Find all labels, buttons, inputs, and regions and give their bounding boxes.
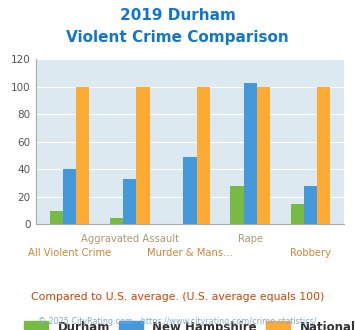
- Bar: [136, 87, 149, 224]
- Bar: [257, 87, 270, 224]
- Bar: [76, 87, 89, 224]
- Legend: Durham, New Hampshire, National: Durham, New Hampshire, National: [20, 316, 355, 330]
- Text: Aggravated Assault: Aggravated Assault: [81, 234, 179, 244]
- Bar: [197, 87, 210, 224]
- Text: Murder & Mans...: Murder & Mans...: [147, 248, 233, 257]
- Text: 2019 Durham: 2019 Durham: [120, 8, 235, 23]
- Text: Compared to U.S. average. (U.S. average equals 100): Compared to U.S. average. (U.S. average …: [31, 292, 324, 302]
- Bar: [110, 217, 123, 224]
- Text: Violent Crime Comparison: Violent Crime Comparison: [66, 30, 289, 45]
- Bar: [183, 157, 197, 224]
- Text: Rape: Rape: [237, 234, 263, 244]
- Bar: [123, 179, 136, 224]
- Bar: [50, 211, 63, 224]
- Bar: [244, 83, 257, 224]
- Text: All Violent Crime: All Violent Crime: [28, 248, 111, 257]
- Bar: [230, 186, 244, 224]
- Text: Robbery: Robbery: [290, 248, 331, 257]
- Bar: [290, 204, 304, 224]
- Bar: [304, 186, 317, 224]
- Text: © 2025 CityRating.com - https://www.cityrating.com/crime-statistics/: © 2025 CityRating.com - https://www.city…: [38, 317, 317, 326]
- Bar: [317, 87, 330, 224]
- Bar: [63, 169, 76, 224]
